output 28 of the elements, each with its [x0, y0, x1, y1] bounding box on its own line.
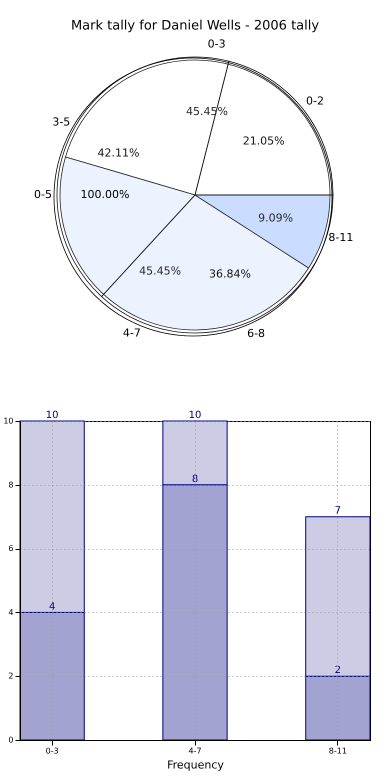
total-label: 10	[188, 410, 202, 421]
data-label: 42.11%	[98, 146, 140, 160]
data-label: 21.05%	[242, 134, 285, 148]
total-label: 10	[46, 410, 59, 421]
slice-label: 0-5	[34, 188, 52, 201]
data-label: 100.00%	[80, 188, 130, 201]
total-label: 7	[334, 506, 342, 517]
data-label: 4	[48, 601, 56, 612]
y-tick-label: 0	[8, 736, 14, 744]
data-label: 45.45%	[139, 264, 182, 278]
x-tick-label: 4-7	[188, 746, 202, 756]
x-axis-title: Frequency	[167, 758, 224, 772]
slice-label: 4-7	[122, 326, 141, 340]
x-tick-label: 0-3	[46, 746, 59, 756]
chart-title: Mark tally for Daniel Wells - 2006 tally	[70, 18, 320, 34]
y-tick-label: 8	[8, 480, 14, 490]
slice-label: 0-3	[208, 38, 226, 51]
data-label: 36.84%	[208, 268, 251, 281]
slice-label: 8-11	[328, 230, 354, 244]
y-tick-label: 10	[3, 416, 14, 426]
y-tick-label: 2	[8, 672, 14, 681]
slice-label: 6-8	[247, 327, 266, 340]
slice-label: 3-5	[52, 116, 70, 129]
data-label: 9.09%	[258, 212, 294, 225]
y-tick-label: 6	[8, 544, 14, 554]
y-tick-label: 4	[8, 608, 14, 617]
slice-label: 0-2	[306, 94, 324, 108]
x-tick-label: 8-11	[328, 746, 347, 756]
